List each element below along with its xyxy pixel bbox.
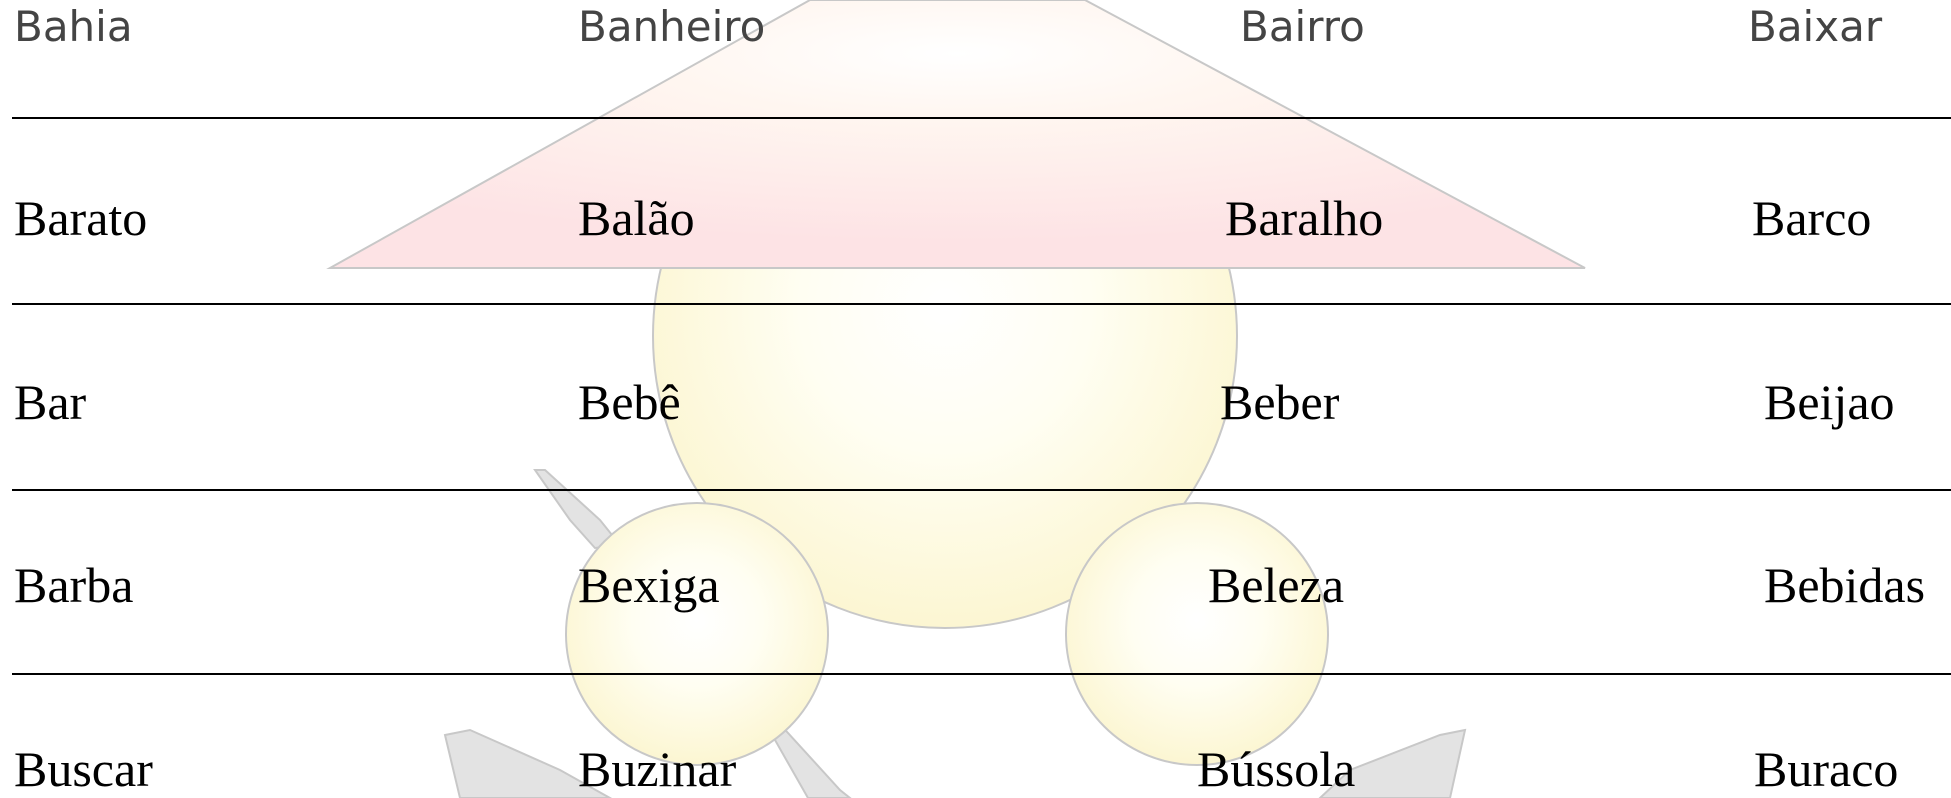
header-cell: Baixar — [1748, 2, 1883, 51]
table-cell: Buscar — [14, 741, 153, 797]
table-cell: Bússola — [1197, 741, 1356, 797]
table-cell: Baralho — [1225, 190, 1384, 246]
row-divider — [12, 489, 1951, 491]
table-cell: Buraco — [1754, 741, 1899, 797]
table-cell: Bexiga — [578, 557, 720, 613]
header-cell: Banheiro — [578, 2, 766, 51]
row-divider — [12, 673, 1951, 675]
table-cell: Barco — [1752, 190, 1872, 246]
row-divider — [12, 303, 1951, 305]
header-cell: Bairro — [1240, 2, 1365, 51]
table-cell: Bar — [14, 374, 87, 430]
table-cell: Barato — [14, 190, 148, 246]
table-cell: Balão — [578, 190, 695, 246]
table-cell: Beleza — [1208, 557, 1345, 613]
row-divider — [12, 117, 1951, 119]
table-cell: Barba — [14, 557, 134, 613]
header-cell: Bahia — [14, 2, 133, 51]
table-cell: Bebê — [578, 374, 681, 430]
table-cell: Beijao — [1764, 374, 1895, 430]
table-cell: Beber — [1220, 374, 1340, 430]
table-cell: Bebidas — [1764, 557, 1926, 613]
table-cell: Buzinar — [578, 741, 737, 797]
